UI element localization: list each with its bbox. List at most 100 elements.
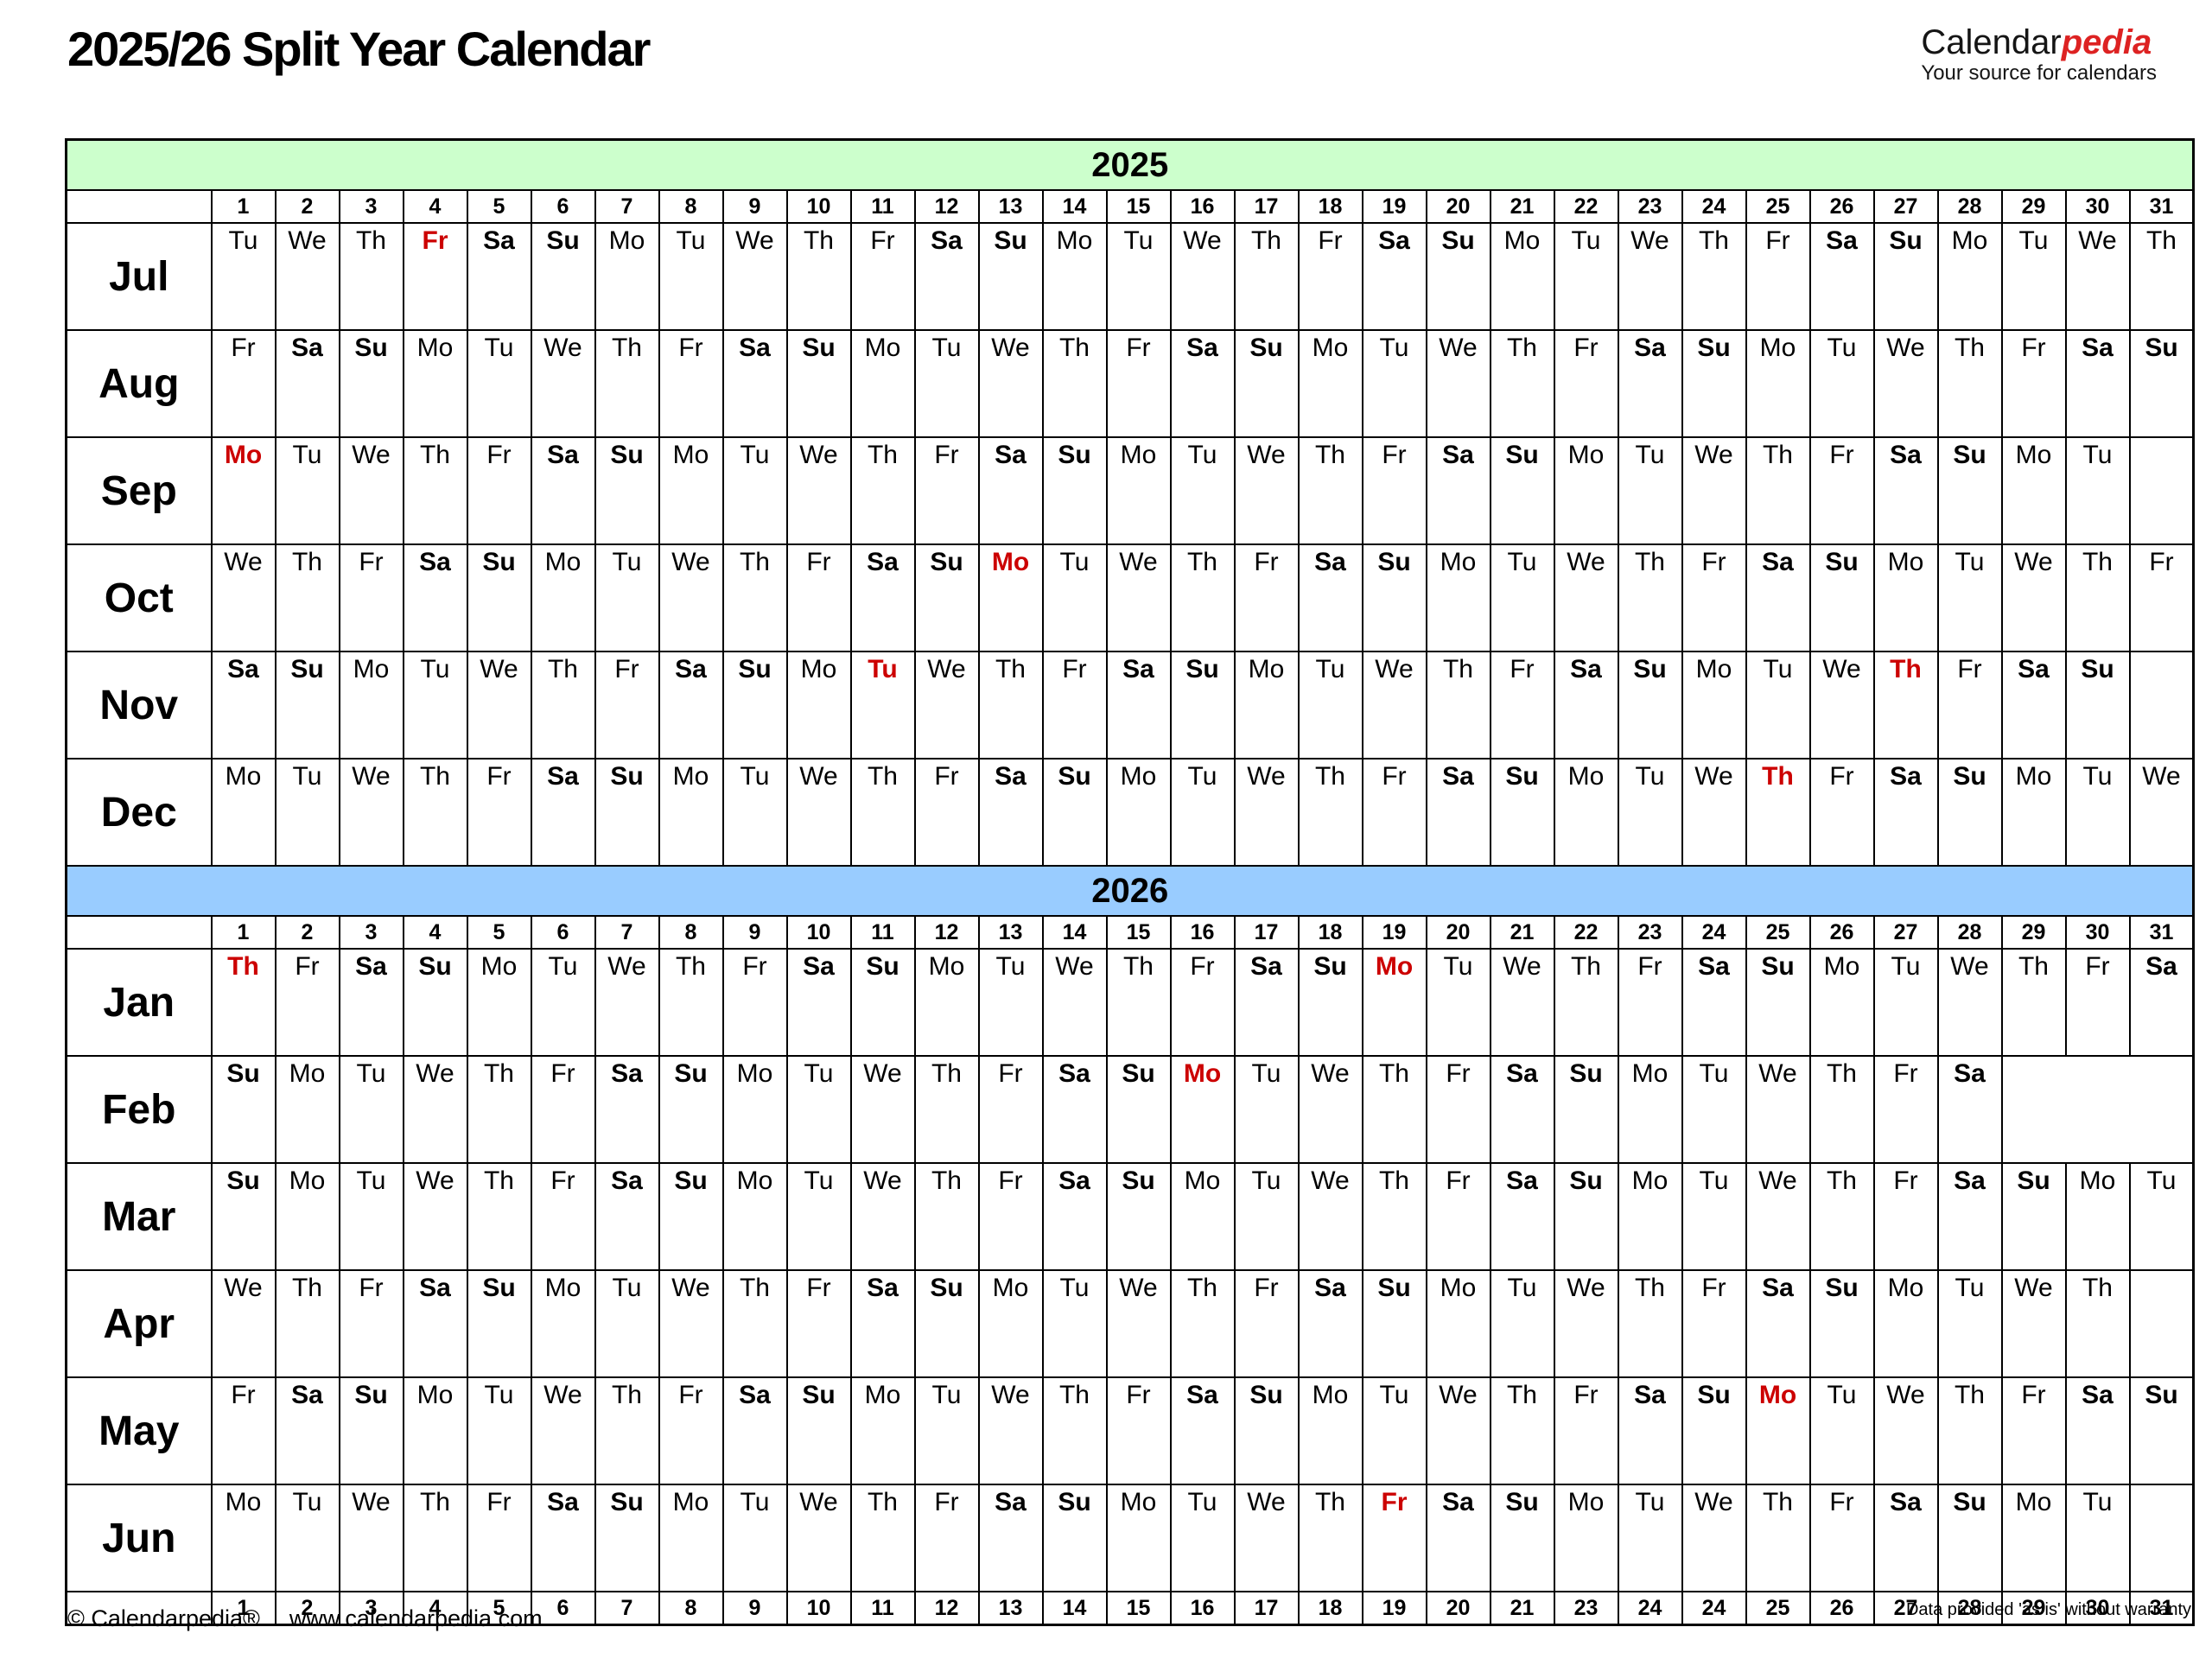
day-cell-aug-12: Tu [913, 329, 980, 438]
day-cell-may-14: Th [1041, 1376, 1108, 1485]
day-cell-jul-3: Th [338, 222, 404, 331]
day-cell-apr-6: Mo [530, 1269, 596, 1378]
day-cell-apr-22: We [1553, 1269, 1619, 1378]
day-cell-oct-26: Su [1808, 543, 1875, 652]
day-cell-mar-21: Sa [1489, 1162, 1555, 1271]
day-cell-nov-15: Sa [1105, 651, 1172, 760]
day-cell-oct-4: Sa [402, 543, 468, 652]
day-cell-may-30: Sa [2064, 1376, 2131, 1485]
day-cell-oct-16: Th [1169, 543, 1236, 652]
day-cell-aug-11: Mo [849, 329, 916, 438]
month-label-oct: Oct [65, 543, 213, 652]
day-cell-nov-16: Su [1169, 651, 1236, 760]
day-cell-oct-25: Sa [1745, 543, 1811, 652]
day-cell-sep-23: Tu [1617, 436, 1683, 545]
day-cell-jun-17: We [1233, 1484, 1300, 1592]
blank-cell-apr [2128, 1269, 2195, 1378]
day-cell-aug-10: Su [785, 329, 852, 438]
day-cell-jul-29: Tu [2000, 222, 2067, 331]
day-cell-jun-28: Su [1936, 1484, 2003, 1592]
day-number-header: 16 [1169, 915, 1236, 950]
day-cell-jan-17: Sa [1233, 948, 1300, 1057]
day-cell-feb-19: Th [1361, 1055, 1427, 1164]
day-cell-oct-12: Su [913, 543, 980, 652]
month-row-dec: Dec Mo Tu We Th Fr Sa Su Mo Tu We Th Fr Sa Su Mo Tu We Th F… [65, 758, 2195, 867]
day-number-header: 5 [466, 189, 532, 224]
day-cell-jun-23: Tu [1617, 1484, 1683, 1592]
day-cell-jan-21: We [1489, 948, 1555, 1057]
day-number-footer: 4 [402, 1591, 468, 1626]
day-number-footer: 2 [274, 1591, 340, 1626]
day-cell-feb-18: We [1297, 1055, 1363, 1164]
day-cell-apr-29: We [2000, 1269, 2067, 1378]
day-number-header: 8 [658, 915, 724, 950]
day-cell-jun-22: Mo [1553, 1484, 1619, 1592]
day-cell-may-18: Mo [1297, 1376, 1363, 1485]
day-cell-jun-6: Sa [530, 1484, 596, 1592]
day-cell-dec-23: Tu [1617, 758, 1683, 867]
footer-corner-cell [65, 1591, 213, 1626]
day-cell-sep-13: Sa [977, 436, 1044, 545]
day-cell-sep-19: Fr [1361, 436, 1427, 545]
day-number-header: 18 [1297, 189, 1363, 224]
day-cell-feb-16: Mo [1169, 1055, 1236, 1164]
day-cell-may-6: We [530, 1376, 596, 1485]
month-label-may: May [65, 1376, 213, 1485]
day-cell-apr-27: Mo [1872, 1269, 1939, 1378]
month-label-aug: Aug [65, 329, 213, 438]
day-cell-mar-25: We [1745, 1162, 1811, 1271]
day-number-header: 21 [1489, 189, 1555, 224]
day-cell-oct-24: Fr [1681, 543, 1747, 652]
month-label-apr: Apr [65, 1269, 213, 1378]
day-number-header: 2 [274, 189, 340, 224]
day-cell-mar-20: Fr [1425, 1162, 1491, 1271]
day-cell-dec-27: Sa [1872, 758, 1939, 867]
day-cell-sep-30: Tu [2064, 436, 2131, 545]
day-number-header: 27 [1872, 915, 1939, 950]
day-cell-apr-17: Fr [1233, 1269, 1300, 1378]
month-label-jul: Jul [65, 222, 213, 331]
day-cell-oct-17: Fr [1233, 543, 1300, 652]
day-cell-nov-9: Su [721, 651, 788, 760]
day-cell-aug-4: Mo [402, 329, 468, 438]
day-cell-jan-18: Su [1297, 948, 1363, 1057]
day-number-header: 17 [1233, 915, 1300, 950]
day-number-header: 31 [2128, 915, 2195, 950]
day-cell-jul-19: Sa [1361, 222, 1427, 331]
day-cell-may-19: Tu [1361, 1376, 1427, 1485]
day-cell-feb-3: Tu [338, 1055, 404, 1164]
day-cell-aug-30: Sa [2064, 329, 2131, 438]
month-row-mar: Mar Su Mo Tu We Th Fr Sa Su Mo Tu We Th Fr Sa Su Mo Tu We T… [65, 1162, 2195, 1271]
day-cell-feb-5: Th [466, 1055, 532, 1164]
day-cell-feb-2: Mo [274, 1055, 340, 1164]
day-cell-jan-13: Tu [977, 948, 1044, 1057]
day-cell-mar-11: We [849, 1162, 916, 1271]
day-cell-jun-27: Sa [1872, 1484, 1939, 1592]
day-cell-nov-24: Mo [1681, 651, 1747, 760]
day-cell-apr-23: Th [1617, 1269, 1683, 1378]
day-number-header: 31 [2128, 189, 2195, 224]
calendarpedia-link[interactable]: www.calendarpedia.com [289, 1605, 543, 1631]
day-number-header: 3 [338, 189, 404, 224]
day-cell-jul-30: We [2064, 222, 2131, 331]
day-cell-sep-1: Mo [210, 436, 276, 545]
day-cell-dec-24: We [1681, 758, 1747, 867]
footer-copyright: © Calendarpedia® www.calendarpedia.com [67, 1605, 543, 1632]
day-cell-aug-5: Tu [466, 329, 532, 438]
day-cell-apr-13: Mo [977, 1269, 1044, 1378]
day-cell-mar-10: Tu [785, 1162, 852, 1271]
day-number-header: 14 [1041, 189, 1108, 224]
day-cell-aug-17: Su [1233, 329, 1300, 438]
day-number-footer: 1 [210, 1591, 276, 1626]
month-label-nov: Nov [65, 651, 213, 760]
day-cell-apr-2: Th [274, 1269, 340, 1378]
day-cell-sep-24: We [1681, 436, 1747, 545]
day-cell-sep-8: Mo [658, 436, 724, 545]
day-cell-jun-12: Fr [913, 1484, 980, 1592]
day-cell-apr-30: Th [2064, 1269, 2131, 1378]
day-cell-mar-15: Su [1105, 1162, 1172, 1271]
day-cell-apr-20: Mo [1425, 1269, 1491, 1378]
day-cell-dec-13: Sa [977, 758, 1044, 867]
day-cell-aug-16: Sa [1169, 329, 1236, 438]
day-cell-jan-8: Th [658, 948, 724, 1057]
